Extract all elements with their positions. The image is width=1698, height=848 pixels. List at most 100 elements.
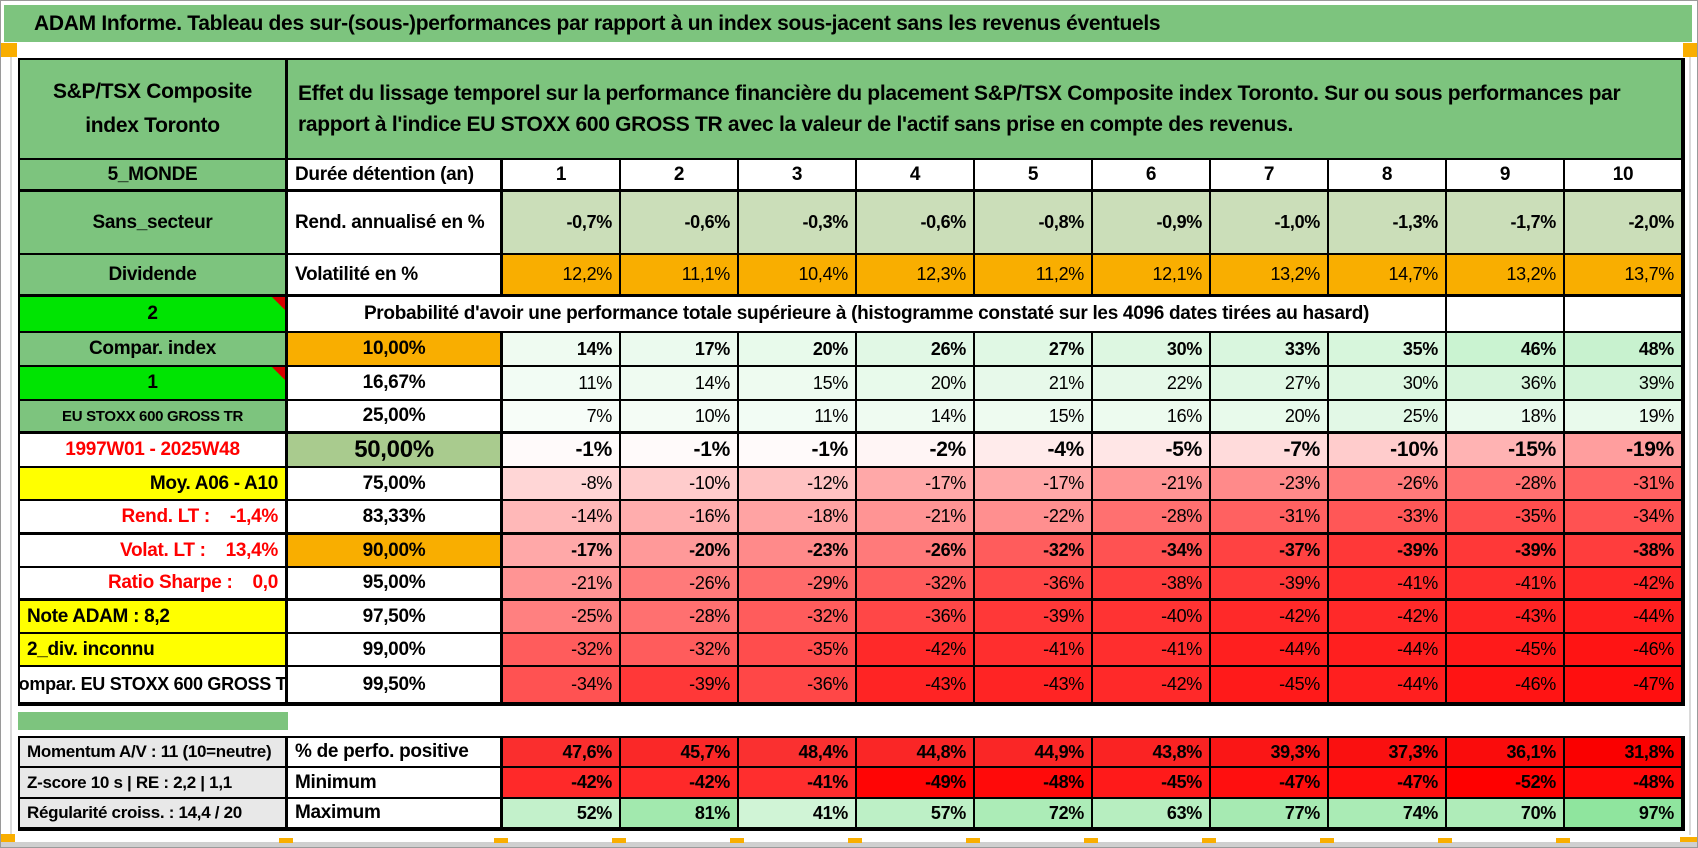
value-cell[interactable]: -32% [503, 634, 621, 667]
value-cell[interactable]: -42% [1211, 601, 1329, 634]
value-cell[interactable]: 14% [503, 333, 621, 367]
stat-label-cell[interactable]: Rend. annualisé en % [288, 192, 503, 255]
value-cell[interactable]: -18% [739, 501, 857, 535]
value-cell[interactable]: -22% [975, 501, 1093, 535]
year-header-cell[interactable]: 6 [1093, 160, 1211, 192]
value-cell[interactable]: 77% [1211, 799, 1329, 829]
value-cell[interactable]: -20% [621, 535, 739, 568]
value-cell[interactable]: 17% [621, 333, 739, 367]
stat-label-cell[interactable]: Volatilité en % [288, 255, 503, 297]
value-cell[interactable]: -0,9% [1093, 192, 1211, 255]
value-cell[interactable]: -43% [1447, 601, 1565, 634]
value-cell[interactable]: 19% [1565, 401, 1683, 434]
value-cell[interactable]: -7% [1211, 434, 1329, 468]
value-cell[interactable]: -33% [1329, 501, 1447, 535]
value-cell[interactable]: 20% [857, 367, 975, 401]
value-cell[interactable]: -38% [1093, 568, 1211, 601]
summary-label-cell[interactable]: % de perfo. positive [288, 738, 503, 768]
value-cell[interactable]: -1% [503, 434, 621, 468]
value-cell[interactable]: -28% [1447, 468, 1565, 501]
row-header-cell[interactable]: 5_MONDE [20, 160, 288, 192]
value-cell[interactable]: -31% [1211, 501, 1329, 535]
value-cell[interactable]: -32% [739, 601, 857, 634]
value-cell[interactable]: -15% [1447, 434, 1565, 468]
value-cell[interactable]: -36% [739, 667, 857, 704]
value-cell[interactable]: 74% [1329, 799, 1447, 829]
value-cell[interactable]: -44% [1211, 634, 1329, 667]
value-cell[interactable]: -38% [1565, 535, 1683, 568]
value-cell[interactable]: 21% [975, 367, 1093, 401]
value-cell[interactable]: 7% [503, 401, 621, 434]
empty-cell[interactable] [1447, 297, 1565, 333]
value-cell[interactable]: -17% [503, 535, 621, 568]
value-cell[interactable]: -16% [621, 501, 739, 535]
value-cell[interactable]: 33% [1211, 333, 1329, 367]
value-cell[interactable]: -2% [857, 434, 975, 468]
year-header-cell[interactable]: 2 [621, 160, 739, 192]
value-cell[interactable]: -43% [857, 667, 975, 704]
value-cell[interactable]: -26% [857, 535, 975, 568]
value-cell[interactable]: -45% [1093, 768, 1211, 799]
value-cell[interactable]: 45,7% [621, 738, 739, 768]
value-cell[interactable]: -26% [1329, 468, 1447, 501]
table-description-cell[interactable]: Effet du lissage temporel sur la perform… [288, 60, 1683, 160]
row-header-cell[interactable]: Momentum A/V : 11 (10=neutre) [20, 738, 288, 768]
value-cell[interactable]: -4% [975, 434, 1093, 468]
value-cell[interactable]: -28% [621, 601, 739, 634]
value-cell[interactable]: -29% [739, 568, 857, 601]
value-cell[interactable]: -12% [739, 468, 857, 501]
summary-label-cell[interactable]: Minimum [288, 768, 503, 799]
value-cell[interactable]: -1% [739, 434, 857, 468]
empty-cell[interactable] [1565, 297, 1683, 333]
value-cell[interactable]: 57% [857, 799, 975, 829]
value-cell[interactable]: -39% [1211, 568, 1329, 601]
value-cell[interactable]: 11% [739, 401, 857, 434]
value-cell[interactable]: -35% [739, 634, 857, 667]
value-cell[interactable]: -45% [1211, 667, 1329, 704]
value-cell[interactable]: 20% [1211, 401, 1329, 434]
value-cell[interactable]: 20% [739, 333, 857, 367]
value-cell[interactable]: -46% [1447, 667, 1565, 704]
value-cell[interactable]: -0,8% [975, 192, 1093, 255]
value-cell[interactable]: 12,2% [503, 255, 621, 297]
value-cell[interactable]: -0,6% [857, 192, 975, 255]
report-title-bar[interactable]: ADAM Informe. Tableau des sur-(sous-)per… [4, 5, 1692, 42]
value-cell[interactable]: -0,7% [503, 192, 621, 255]
value-cell[interactable]: -41% [1093, 634, 1211, 667]
value-cell[interactable]: 36,1% [1447, 738, 1565, 768]
year-header-cell[interactable]: 1 [503, 160, 621, 192]
value-cell[interactable]: -39% [621, 667, 739, 704]
value-cell[interactable]: -47% [1211, 768, 1329, 799]
row-header-cell[interactable]: Note ADAM : 8,2 [20, 601, 288, 634]
value-cell[interactable]: -41% [1329, 568, 1447, 601]
row-header-cell[interactable]: 1 [20, 367, 288, 401]
value-cell[interactable]: -1,3% [1329, 192, 1447, 255]
value-cell[interactable]: 48% [1565, 333, 1683, 367]
value-cell[interactable]: 16% [1093, 401, 1211, 434]
row-header-cell[interactable]: EU STOXX 600 GROSS TR [20, 401, 288, 434]
value-cell[interactable]: -10% [1329, 434, 1447, 468]
value-cell[interactable]: -39% [1447, 535, 1565, 568]
value-cell[interactable]: 63% [1093, 799, 1211, 829]
value-cell[interactable]: 27% [975, 333, 1093, 367]
value-cell[interactable]: -32% [975, 535, 1093, 568]
value-cell[interactable]: -1,7% [1447, 192, 1565, 255]
row-header-cell[interactable]: 2_div. inconnu [20, 634, 288, 667]
value-cell[interactable]: 41% [739, 799, 857, 829]
value-cell[interactable]: -45% [1447, 634, 1565, 667]
value-cell[interactable]: -31% [1565, 468, 1683, 501]
row-header-cell[interactable]: Ratio Sharpe : 0,0 [20, 568, 288, 601]
value-cell[interactable]: -37% [1211, 535, 1329, 568]
value-cell[interactable]: 52% [503, 799, 621, 829]
value-cell[interactable]: -0,3% [739, 192, 857, 255]
value-cell[interactable]: 46% [1447, 333, 1565, 367]
value-cell[interactable]: -42% [1093, 667, 1211, 704]
value-cell[interactable]: 14% [621, 367, 739, 401]
value-cell[interactable]: -39% [975, 601, 1093, 634]
value-cell[interactable]: -19% [1565, 434, 1683, 468]
threshold-cell[interactable]: 99,50% [288, 667, 503, 704]
value-cell[interactable]: 44,8% [857, 738, 975, 768]
row-header-cell[interactable]: Sans_secteur [20, 192, 288, 255]
value-cell[interactable]: -42% [621, 768, 739, 799]
threshold-cell[interactable]: 99,00% [288, 634, 503, 667]
